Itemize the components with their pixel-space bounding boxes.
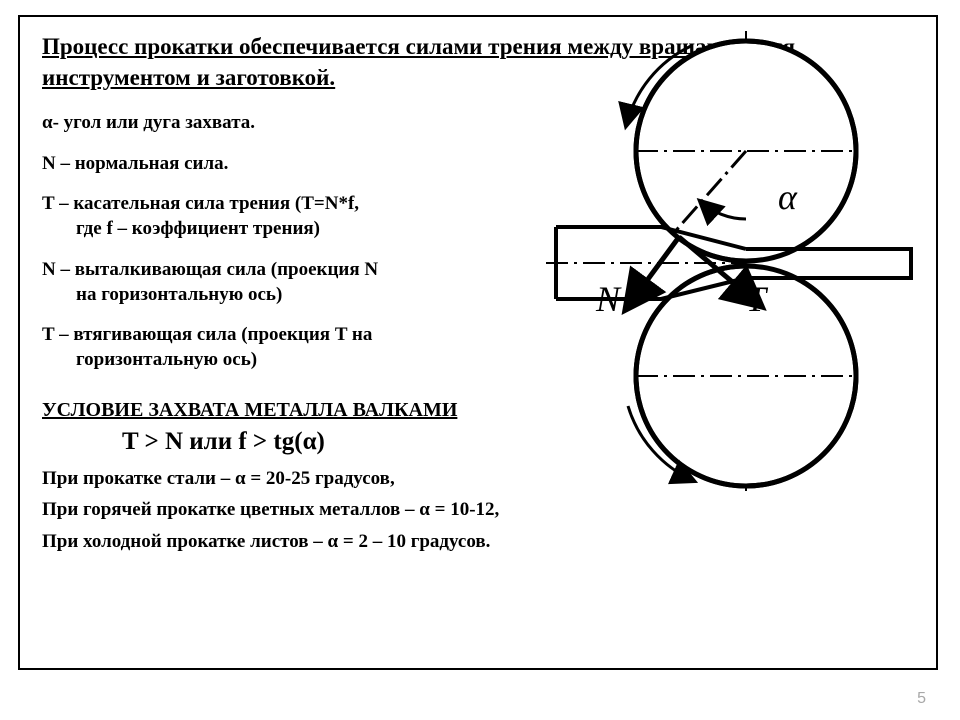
def-Tproj-line2: горизонтальную ось) xyxy=(42,348,472,373)
alpha-label: α xyxy=(778,177,798,217)
def-N: N – нормальная сила. xyxy=(42,152,472,177)
note-nonferrous: При горячей прокатке цветных металлов – … xyxy=(42,497,914,523)
def-T-line2: где f – коэффициент трения) xyxy=(42,217,472,242)
note-cold: При холодной прокатке листов – α = 2 – 1… xyxy=(42,529,914,555)
rolling-diagram: α N T xyxy=(516,31,916,491)
def-alpha: α- угол или дуга захвата. xyxy=(42,111,472,136)
def-Tproj: T – втягивающая сила (проекция T на гори… xyxy=(42,323,472,372)
def-Tproj-line1: T – втягивающая сила (проекция T на xyxy=(42,324,372,345)
page-number: 5 xyxy=(917,690,926,708)
def-T-line1: T – касательная сила трения (T=N*f, xyxy=(42,193,359,214)
def-Nproj-line2: на горизонтальную ось) xyxy=(42,283,472,308)
def-T: T – касательная сила трения (T=N*f, где … xyxy=(42,192,472,241)
def-Nproj-line1: N – выталкивающая сила (проекция N xyxy=(42,259,378,280)
def-Nproj: N – выталкивающая сила (проекция N на го… xyxy=(42,258,472,307)
force-T-label: T xyxy=(746,279,769,319)
force-N-label: N xyxy=(595,279,622,319)
